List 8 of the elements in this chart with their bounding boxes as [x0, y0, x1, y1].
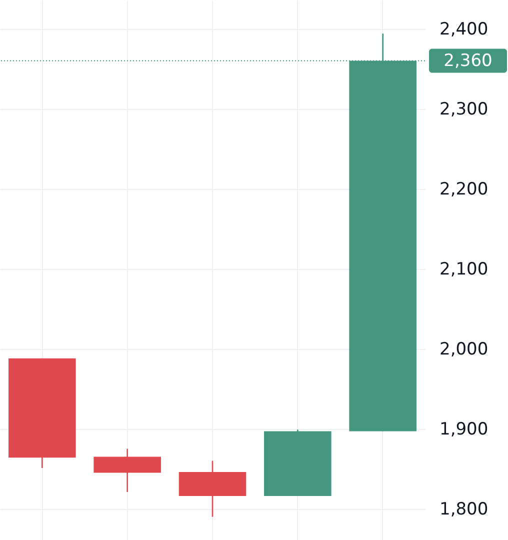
y-tick-label: 2,000: [440, 339, 488, 360]
y-tick-label: 1,900: [440, 419, 488, 440]
y-tick-label: 2,200: [440, 179, 488, 200]
y-tick-label: 1,800: [440, 499, 488, 520]
ref-line-label: 2,360: [444, 50, 492, 71]
y-tick-label: 2,300: [440, 99, 488, 120]
y-tick-label: 2,400: [440, 19, 488, 40]
y-tick-label: 2,100: [440, 259, 488, 280]
